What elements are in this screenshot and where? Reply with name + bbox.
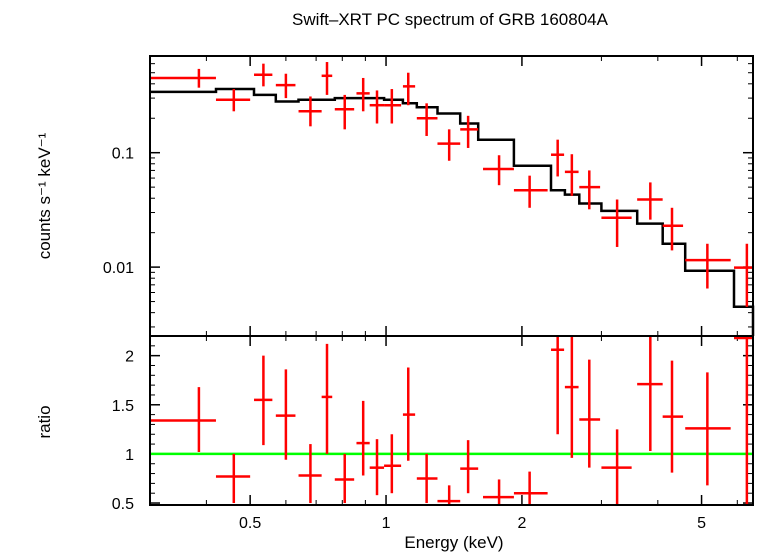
data-point	[369, 90, 385, 124]
data-point	[275, 73, 296, 99]
x-tick-label: 0.5	[239, 515, 261, 532]
ratio-point	[254, 355, 273, 446]
data-point	[601, 199, 632, 247]
y-tick-label: 0.01	[103, 260, 134, 277]
ratio-point	[662, 360, 684, 473]
ratio-point	[685, 372, 731, 486]
data-point	[334, 94, 355, 130]
y-axis-label-spectrum: counts s⁻¹ keV⁻¹	[35, 132, 54, 259]
y-tick-label: 0.1	[112, 146, 134, 163]
ratio-frame	[149, 335, 754, 506]
ratio-point	[150, 387, 216, 452]
data-point	[662, 207, 684, 251]
ratio-point	[402, 367, 416, 461]
data-point	[734, 243, 753, 307]
data-point	[637, 182, 663, 220]
model-line	[150, 87, 755, 336]
x-tick-label: 5	[697, 515, 706, 532]
data-point	[460, 115, 479, 148]
data-point	[254, 63, 273, 87]
ratio-point	[298, 444, 322, 504]
ratio-point	[416, 453, 438, 504]
x-tick-label: 2	[517, 515, 526, 532]
data-point	[298, 96, 322, 127]
data-point	[685, 243, 731, 289]
data-point	[579, 170, 601, 210]
data-point	[215, 89, 251, 112]
data-point	[384, 89, 402, 124]
data-point	[551, 139, 565, 177]
data-point	[437, 129, 461, 161]
ratio-point	[460, 440, 479, 494]
data-point	[564, 154, 579, 196]
ratio-point	[513, 471, 548, 505]
ratio-point	[579, 359, 601, 468]
data-point	[416, 103, 438, 136]
ratio-point	[321, 343, 333, 454]
ratio-point	[334, 453, 355, 504]
ratio-point	[483, 479, 514, 505]
data-point	[321, 62, 333, 95]
ratio-point	[601, 429, 632, 505]
ratio-point	[356, 400, 370, 476]
data-point	[513, 175, 548, 208]
y-tick-label: 1.5	[112, 398, 134, 415]
x-axis-label: Energy (keV)	[404, 533, 503, 552]
ratio-point	[275, 369, 296, 460]
spectrum-frame	[149, 55, 754, 337]
ratio-point	[215, 453, 251, 504]
ratio-point	[551, 336, 565, 435]
y-tick-label: 1	[125, 447, 134, 464]
ratio-point	[437, 485, 461, 505]
ratio-point	[734, 336, 753, 505]
data-point	[356, 77, 370, 112]
ratio-panel: 0.5 1 1.5 2 0.5 1 2 5	[112, 335, 754, 532]
spectrum-panel: 0.1 0.01	[103, 55, 755, 337]
y-tick-label: 0.5	[112, 496, 134, 513]
data-point	[402, 72, 416, 106]
ratio-point	[564, 336, 579, 458]
y-tick-label: 2	[125, 349, 134, 366]
ratio-point	[637, 336, 663, 451]
data-point	[483, 155, 514, 186]
chart-title: Swift–XRT PC spectrum of GRB 160804A	[292, 10, 609, 29]
data-point	[150, 68, 216, 88]
ratio-point	[384, 434, 402, 494]
ratio-point	[369, 439, 385, 496]
y-axis-label-ratio: ratio	[35, 405, 54, 438]
x-tick-label: 1	[382, 515, 391, 532]
